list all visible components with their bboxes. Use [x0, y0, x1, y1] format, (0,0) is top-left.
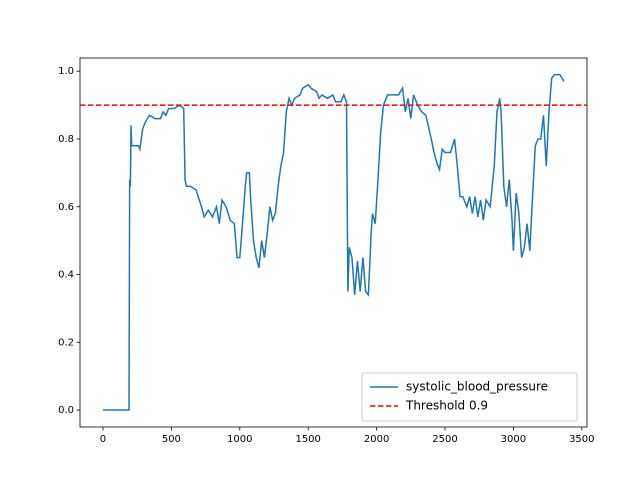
- x-tick-label: 2000: [364, 434, 389, 445]
- y-tick-label: 1.0: [58, 66, 74, 77]
- y-tick-label: 0.2: [58, 337, 74, 348]
- x-tick-label: 1000: [227, 434, 252, 445]
- x-tick-label: 3500: [569, 434, 594, 445]
- legend-label: systolic_blood_pressure: [406, 380, 548, 394]
- plot-frame: [79, 57, 588, 428]
- legend-label: Threshold 0.9: [405, 399, 488, 413]
- y-tick-label: 0.6: [58, 202, 74, 213]
- x-tick-label: 0: [100, 434, 106, 445]
- y-tick-label: 0.4: [58, 270, 74, 281]
- x-tick-label: 500: [162, 434, 181, 445]
- y-tick-label: 0.8: [58, 134, 74, 145]
- x-tick-label: 3000: [501, 434, 526, 445]
- x-tick-label: 2500: [432, 434, 457, 445]
- data-line: [102, 73, 565, 411]
- x-tick-label: 1500: [295, 434, 320, 445]
- legend-box: [361, 372, 578, 422]
- y-tick-label: 0.0: [58, 405, 74, 416]
